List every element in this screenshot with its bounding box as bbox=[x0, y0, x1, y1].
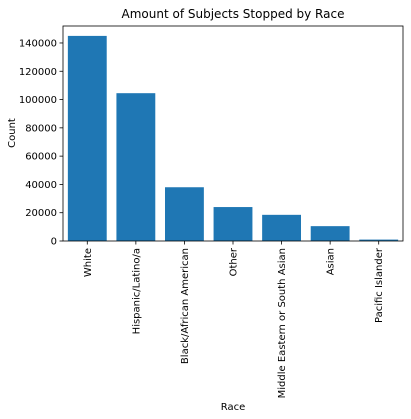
y-axis: 0 20000 40000 60000 80000 100000 120000 140000 bbox=[19, 38, 63, 248]
bar-4 bbox=[213, 207, 253, 241]
y-tick-label: 40000 bbox=[25, 180, 57, 191]
y-tick-label: 60000 bbox=[25, 152, 57, 163]
x-tick-label: Other bbox=[229, 247, 240, 276]
x-tick-label: Pacific Islander bbox=[374, 247, 385, 323]
x-axis: White Hispanic/Latino/a Black/African Amer… bbox=[83, 241, 385, 398]
x-tick-label: Asian bbox=[326, 248, 337, 275]
y-tick-label: 80000 bbox=[25, 123, 57, 134]
x-tick-label: Black/African American bbox=[180, 248, 191, 364]
bar-6 bbox=[310, 226, 350, 241]
x-axis-label: Race bbox=[221, 402, 246, 413]
bar-1 bbox=[67, 35, 107, 241]
y-axis-label: Count bbox=[7, 118, 18, 148]
y-tick-label: 0 bbox=[51, 237, 57, 248]
chart-title: Amount of Subjects Stopped by Race bbox=[122, 7, 345, 21]
y-tick-label: 140000 bbox=[19, 38, 57, 49]
x-tick-label: Hispanic/Latino/a bbox=[131, 248, 142, 334]
x-tick-label: White bbox=[83, 248, 94, 277]
y-tick-label: 100000 bbox=[19, 95, 57, 106]
y-tick-label: 120000 bbox=[19, 67, 57, 78]
bar-7 bbox=[359, 239, 399, 241]
bar-2 bbox=[116, 93, 156, 241]
bar-3 bbox=[165, 187, 204, 241]
x-tick-label: Middle Eastern or South Asian bbox=[277, 248, 288, 398]
bars-group bbox=[67, 35, 399, 241]
y-tick-label: 20000 bbox=[25, 208, 57, 219]
bar-5 bbox=[262, 214, 301, 241]
plot-frame bbox=[62, 25, 404, 242]
